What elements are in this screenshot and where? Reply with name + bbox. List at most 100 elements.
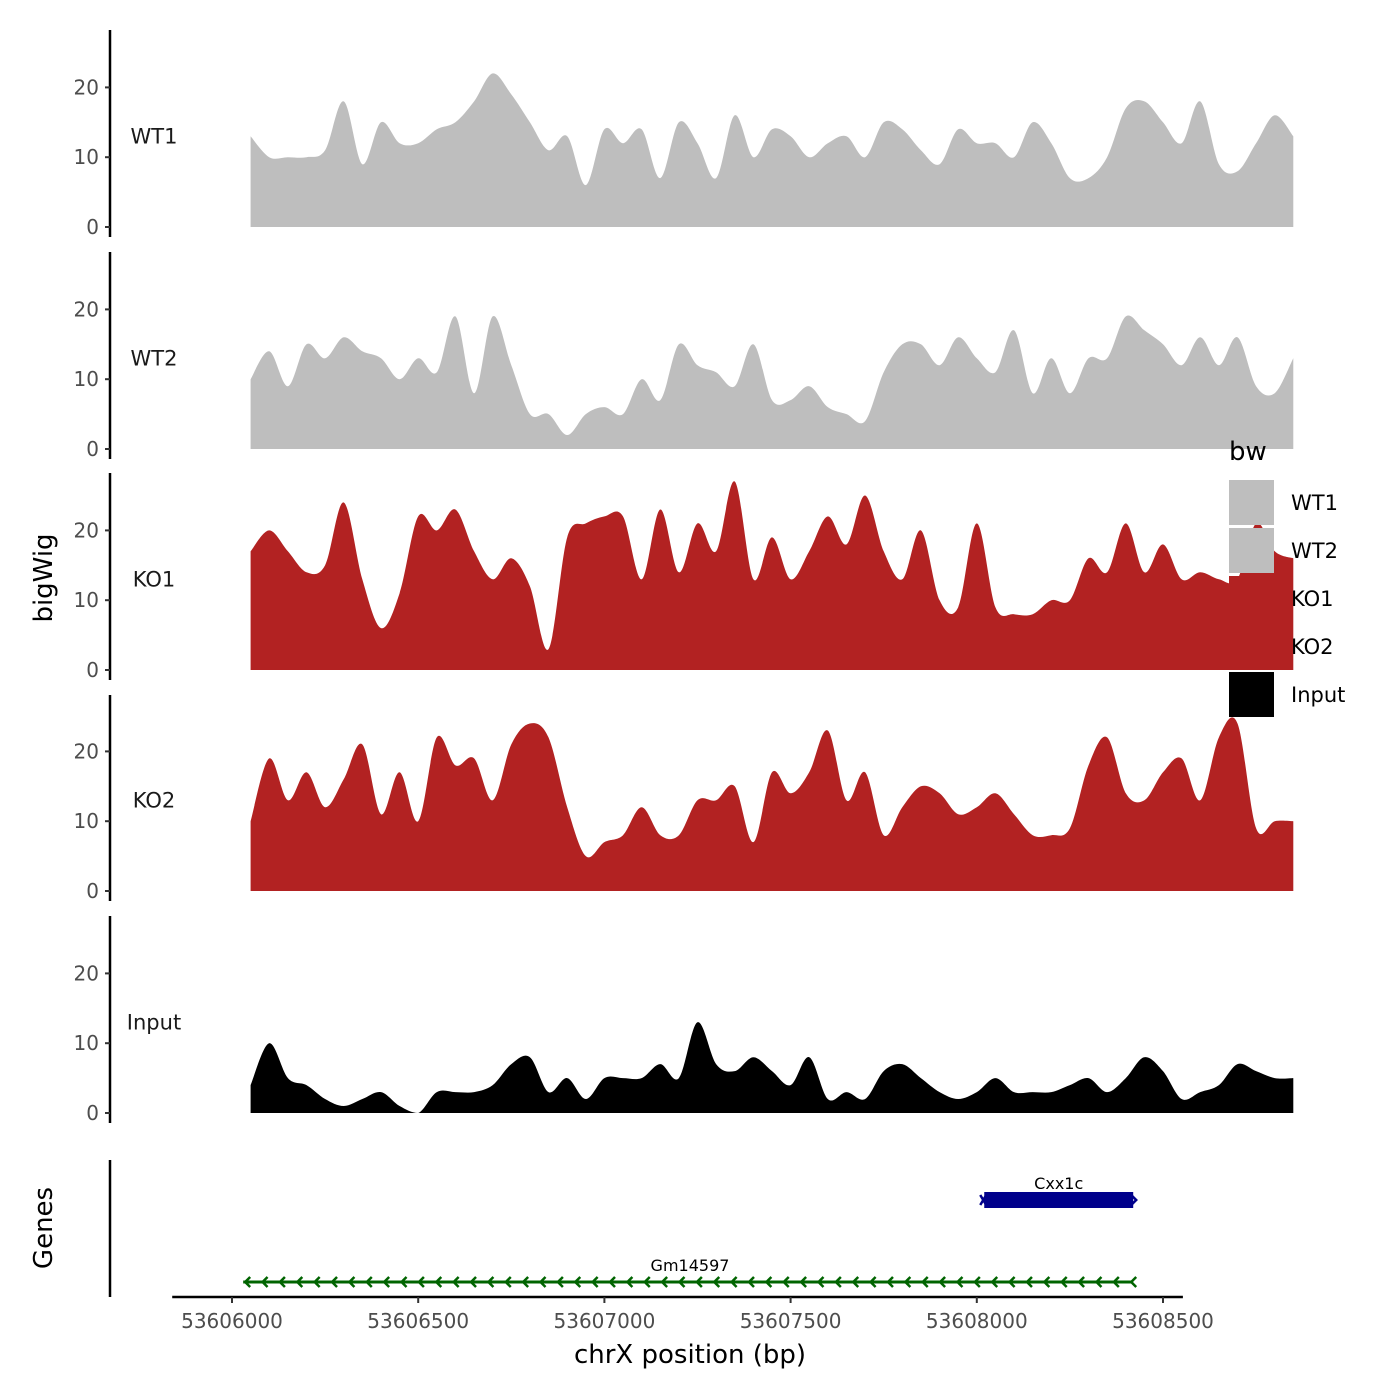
strand-arrow xyxy=(886,1276,894,1288)
y-tick-label: 20 xyxy=(74,739,99,763)
strand-arrow xyxy=(938,1276,946,1288)
signal-area-wt1 xyxy=(250,73,1294,227)
legend-title: bw xyxy=(1229,437,1267,467)
strand-arrow xyxy=(347,1276,356,1288)
legend-item-wt1: WT1 xyxy=(1229,480,1338,525)
y-tick-label: 0 xyxy=(86,1101,99,1125)
gene-body xyxy=(984,1192,1134,1208)
track-wt2: 0 10 20 WT2 xyxy=(74,252,1294,461)
y-tick-label: 0 xyxy=(86,879,99,903)
legend-items: WT1 WT2 KO1 KO2 Input xyxy=(1229,480,1345,717)
strand-arrow xyxy=(729,1276,738,1288)
track-ko1: 0 10 20 KO1 xyxy=(74,473,1294,682)
signal-area-wt2 xyxy=(250,315,1294,449)
track-input: 0 10 20 Input xyxy=(74,916,1294,1125)
strand-arrow xyxy=(990,1276,999,1288)
legend-label: WT1 xyxy=(1291,491,1338,515)
legend-swatch xyxy=(1229,624,1274,669)
track-label: Input xyxy=(127,1010,181,1034)
y-tick-label: 0 xyxy=(86,658,99,682)
gene-start-marker xyxy=(979,1194,988,1206)
legend-label: KO1 xyxy=(1291,587,1334,611)
strand-arrow xyxy=(677,1276,686,1288)
y-tick-label: 0 xyxy=(86,437,99,461)
strand-arrow xyxy=(312,1276,321,1288)
track-wt1: 0 10 20 WT1 xyxy=(74,30,1294,239)
strand-arrow xyxy=(590,1276,599,1288)
y-tick-label: 10 xyxy=(74,588,99,612)
legend-label: WT2 xyxy=(1291,539,1338,563)
strand-arrow xyxy=(365,1276,373,1288)
strand-arrow xyxy=(868,1276,877,1288)
x-tick-label: 53608000 xyxy=(926,1309,1028,1333)
signal-area-ko1 xyxy=(250,481,1294,670)
signal-area-input xyxy=(250,1022,1294,1113)
strand-arrow xyxy=(1007,1276,1016,1288)
strand-arrow xyxy=(955,1276,964,1288)
legend-item-wt2: WT2 xyxy=(1229,528,1338,573)
y-tick-label: 0 xyxy=(86,215,99,239)
strand-arrow xyxy=(417,1276,425,1288)
track-ko2: 0 10 20 KO2 xyxy=(74,695,1294,903)
strand-arrow xyxy=(625,1276,634,1288)
track-label: WT1 xyxy=(131,124,178,148)
legend-swatch xyxy=(1229,528,1274,573)
strand-arrow xyxy=(781,1276,790,1288)
signal-area-ko2 xyxy=(250,717,1294,891)
strand-arrow xyxy=(834,1276,842,1288)
strand-arrow xyxy=(399,1276,408,1288)
strand-arrow xyxy=(382,1276,391,1288)
track-label: WT2 xyxy=(131,346,178,370)
strand-arrow xyxy=(1059,1276,1068,1288)
x-tick-label: 53606500 xyxy=(367,1309,469,1333)
legend-swatch xyxy=(1229,576,1274,621)
strand-arrow xyxy=(747,1276,755,1288)
x-axis: 53606000 53606500 53607000 53607500 53608000… xyxy=(172,1295,1214,1333)
legend-item-ko1: KO1 xyxy=(1229,576,1334,621)
strand-arrow xyxy=(295,1276,304,1288)
strand-arrow xyxy=(695,1276,703,1288)
strand-arrow xyxy=(764,1276,773,1288)
y-tick-label: 10 xyxy=(74,367,99,391)
strand-arrow xyxy=(486,1276,495,1288)
y-tick-label: 10 xyxy=(74,809,99,833)
strand-arrow xyxy=(1042,1276,1051,1288)
gene-label: Cxx1c xyxy=(1034,1174,1083,1193)
strand-arrow xyxy=(1077,1276,1085,1288)
gene-gm14597: Gm14597 xyxy=(243,1256,1138,1288)
strand-arrow xyxy=(903,1276,912,1288)
strand-arrow xyxy=(243,1276,252,1288)
strand-arrow xyxy=(434,1276,443,1288)
y-tick-label: 20 xyxy=(74,961,99,985)
y-tick-label: 20 xyxy=(74,297,99,321)
strand-arrow xyxy=(799,1276,807,1288)
x-tick-label: 53608500 xyxy=(1112,1309,1214,1333)
strand-arrow xyxy=(642,1276,651,1288)
strand-arrow xyxy=(712,1276,721,1288)
strand-arrow xyxy=(816,1276,825,1288)
strand-arrow xyxy=(660,1276,669,1288)
strand-arrow xyxy=(573,1276,582,1288)
strand-arrow xyxy=(278,1276,286,1288)
strand-arrow xyxy=(260,1276,269,1288)
strand-arrow xyxy=(920,1276,929,1288)
gene-panel: Cxx1c Gm14597 xyxy=(108,1160,1138,1297)
strand-arrow xyxy=(504,1276,512,1288)
strand-arrow xyxy=(469,1276,477,1288)
strand-arrow xyxy=(330,1276,338,1288)
gene-label: Gm14597 xyxy=(651,1256,730,1275)
legend-swatch xyxy=(1229,480,1274,525)
strand-arrow xyxy=(556,1276,564,1288)
x-tick-label: 53606000 xyxy=(181,1309,283,1333)
genes-axis-title: Genes xyxy=(29,1187,59,1269)
strand-arrow xyxy=(1112,1276,1120,1288)
track-label: KO2 xyxy=(133,788,176,812)
strand-arrow xyxy=(973,1276,981,1288)
y-tick-label: 10 xyxy=(74,145,99,169)
legend-label: Input xyxy=(1291,683,1345,707)
strand-arrow xyxy=(1129,1276,1138,1288)
bigwig-tracks: 0 10 20 WT1 0 10 20 WT2 0 10 20 KO1 0 10 20 KO2 0 10 20 Inp… xyxy=(74,30,1294,1125)
gene-end-marker xyxy=(1129,1193,1138,1207)
y-tick-label: 20 xyxy=(74,75,99,99)
